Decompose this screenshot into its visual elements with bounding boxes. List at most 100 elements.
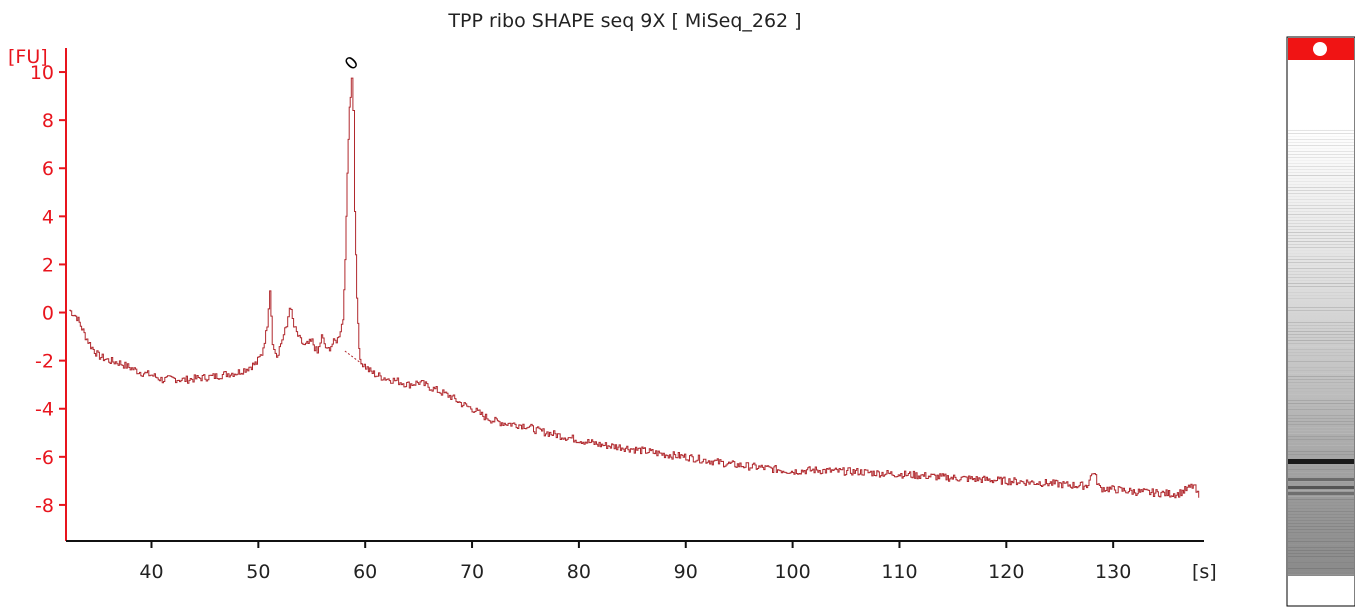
y-tick-label: -6 [35, 447, 54, 469]
gel-band-line [1288, 136, 1354, 137]
gel-band-line [1288, 547, 1354, 548]
gel-band-line [1288, 397, 1354, 398]
gel-band-line [1288, 400, 1354, 401]
gel-secondary-band [1288, 492, 1354, 495]
x-tick-label: 60 [353, 561, 377, 583]
gel-band-line [1288, 289, 1354, 290]
gel-band-line [1288, 514, 1354, 515]
gel-band-line [1288, 253, 1354, 254]
y-tick-label: 2 [42, 254, 54, 276]
gel-band-line [1288, 331, 1354, 332]
y-tick-label: 8 [42, 110, 54, 132]
gel-band-line [1288, 262, 1354, 263]
gel-band-line [1288, 439, 1354, 440]
y-tick-label: 6 [42, 158, 54, 180]
x-tick-label: 70 [460, 561, 484, 583]
gel-band-line [1288, 568, 1354, 569]
gel-band-line [1288, 130, 1354, 131]
gel-band-line [1288, 151, 1354, 152]
gel-band-line [1288, 469, 1354, 470]
gel-band-line [1288, 214, 1354, 215]
gel-band-line [1288, 355, 1354, 356]
gel-band-line [1288, 232, 1354, 233]
gel-band-line [1288, 301, 1354, 302]
gel-band-line [1288, 211, 1354, 212]
gel-band-line [1288, 313, 1354, 314]
gel-band-line [1288, 373, 1354, 374]
y-tick-label: 0 [42, 303, 54, 325]
gel-band-line [1288, 142, 1354, 143]
gel-band-line [1288, 436, 1354, 437]
axes: -8 -6 -4 -2 0 2 4 6 8 10 40 50 60 70 80 90 100 110 120 130 [30, 48, 1204, 583]
gel-band-line [1288, 286, 1354, 287]
gel-band-line [1288, 226, 1354, 227]
gel-band-line [1288, 199, 1354, 200]
gel-band-line [1288, 343, 1354, 344]
annotation-layer: 0 [341, 53, 363, 75]
gel-band-line [1288, 496, 1354, 497]
gel-band-line [1288, 556, 1354, 557]
gel-band-line [1288, 451, 1354, 452]
gel-band-line [1288, 202, 1354, 203]
gel-band-line [1288, 541, 1354, 542]
gel-band-line [1288, 154, 1354, 155]
y-tick-label: 10 [30, 62, 54, 84]
gel-band-line [1288, 457, 1354, 458]
gel-band-line [1288, 376, 1354, 377]
gel-band-line [1288, 271, 1354, 272]
gel-band-line [1288, 484, 1354, 485]
gel-band-line [1288, 346, 1354, 347]
gel-band-line [1288, 394, 1354, 395]
gel-band-line [1288, 406, 1354, 407]
gel-band-line [1288, 574, 1354, 575]
gel-band-line [1288, 283, 1354, 284]
y-tick-label: -8 [35, 495, 54, 517]
gel-band-line [1288, 133, 1354, 134]
gel-band-line [1288, 523, 1354, 524]
gel-band-line [1288, 412, 1354, 413]
gel-band-line [1288, 391, 1354, 392]
x-tick-label: 90 [674, 561, 698, 583]
gel-band-line [1288, 445, 1354, 446]
gel-band-line [1288, 181, 1354, 182]
gel-band-line [1288, 433, 1354, 434]
gel-band-line [1288, 553, 1354, 554]
peak-baseline [344, 350, 365, 366]
x-tick-label: 110 [881, 561, 917, 583]
gel-marker-spot [1313, 42, 1327, 56]
gel-band-line [1288, 502, 1354, 503]
gel-band-line [1288, 184, 1354, 185]
gel-band-line [1288, 241, 1354, 242]
gel-band-line [1288, 421, 1354, 422]
gel-band-line [1288, 160, 1354, 161]
gel-band-line [1288, 535, 1354, 536]
gel-band-line [1288, 319, 1354, 320]
gel-band-line [1288, 388, 1354, 389]
gel-band-line [1288, 367, 1354, 368]
gel-band-line [1288, 145, 1354, 146]
gel-band-line [1288, 292, 1354, 293]
y-tick-label: -2 [35, 351, 54, 373]
gel-band-line [1288, 409, 1354, 410]
gel-band-line [1288, 196, 1354, 197]
gel-band-line [1288, 259, 1354, 260]
x-tick-label: 40 [139, 561, 163, 583]
gel-band-line [1288, 505, 1354, 506]
peak-annotation: 0 [341, 53, 363, 75]
gel-band-line [1288, 538, 1354, 539]
gel-band-line [1288, 205, 1354, 206]
gel-band-line [1288, 442, 1354, 443]
gel-band-line [1288, 379, 1354, 380]
gel-band-line [1288, 472, 1354, 473]
x-tick-label: 80 [567, 561, 591, 583]
gel-band-line [1288, 544, 1354, 545]
gel-band-line [1288, 268, 1354, 269]
gel-band-line [1288, 382, 1354, 383]
gel-band-line [1288, 274, 1354, 275]
gel-band-line [1288, 157, 1354, 158]
gel-band-line [1288, 250, 1354, 251]
gel-band-line [1288, 352, 1354, 353]
gel-band-line [1288, 208, 1354, 209]
gel-band-line [1288, 490, 1354, 491]
